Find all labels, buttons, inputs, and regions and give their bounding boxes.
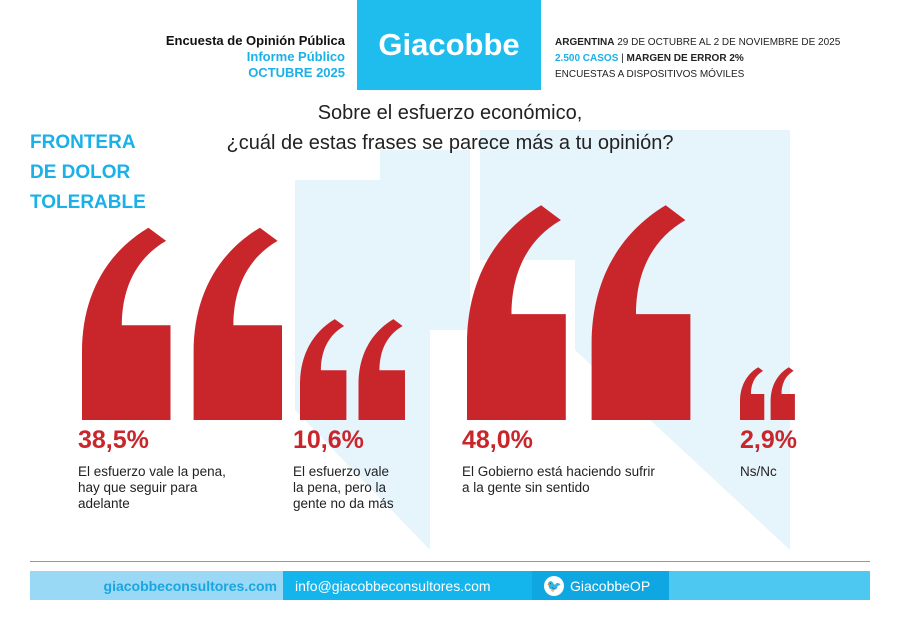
- category-label-line: a la gente sin sentido: [462, 480, 590, 495]
- quote-mark-1-1: [358, 319, 405, 420]
- category-label-line: Ns/Nc: [740, 464, 777, 479]
- category-label-line: El Gobierno está haciendo sufrir: [462, 464, 655, 479]
- category-label: El esfuerzo vale la pena, hay que seguir …: [78, 464, 226, 512]
- side-title-line: FRONTERA: [30, 132, 136, 153]
- quote-mark-2-0: [467, 205, 566, 420]
- side-title-line: DE DOLOR: [30, 162, 131, 183]
- value-label: 38,5%: [78, 426, 149, 454]
- category-label: Ns/Nc: [740, 464, 777, 480]
- survey-metadata: ARGENTINA 29 DE OCTUBRE AL 2 DE NOVIEMBR…: [555, 35, 840, 83]
- report-period: OCTUBRE 2025: [248, 65, 345, 80]
- category-label: El Gobierno está haciendo sufrir a la gen…: [462, 464, 655, 496]
- value-label: 2,9%: [740, 426, 797, 454]
- category-label-line: la pena, pero la: [293, 480, 387, 495]
- category-label-line: El esfuerzo vale: [293, 464, 390, 479]
- separator: |: [621, 53, 624, 64]
- category-label-line: El esfuerzo vale la pena,: [78, 464, 226, 479]
- country: ARGENTINA: [555, 37, 615, 48]
- dates: 29 DE OCTUBRE AL 2 DE NOVIEMBRE DE 2025: [617, 37, 841, 48]
- quote-mark-3-1: [770, 367, 795, 420]
- website-link[interactable]: giacobbeconsultores.com: [30, 571, 283, 600]
- twitter-handle: GiacobbeOP: [570, 577, 651, 594]
- quote-mark-3-0: [740, 367, 765, 420]
- quote-mark-1-0: [300, 319, 347, 420]
- giacobbe-logo: Giacobbe: [357, 0, 541, 90]
- header-left: Encuesta de Opinión Pública Informe Públ…: [166, 33, 345, 81]
- category-label-line: gente no da más: [293, 496, 394, 511]
- chart-title-line-1: Sobre el esfuerzo económico,: [317, 102, 583, 124]
- quote-mark-0-1: [193, 227, 282, 420]
- quote-mark-2-1: [591, 205, 691, 420]
- survey-title: Encuesta de Opinión Pública: [165, 33, 345, 48]
- value-label: 48,0%: [462, 426, 533, 454]
- quote-mark-0-0: [82, 227, 171, 420]
- category-label-line: hay que seguir para: [78, 480, 198, 495]
- twitter-link[interactable]: 🐦 GiacobbeOP: [532, 571, 669, 600]
- value-label: 10,6%: [293, 426, 364, 454]
- email-link[interactable]: info@giacobbeconsultores.com: [283, 571, 532, 600]
- cases: 2.500 CASOS: [555, 53, 619, 64]
- footer-divider: [30, 561, 870, 562]
- category-label-line: adelante: [78, 496, 130, 511]
- report-type: Informe Público: [246, 49, 345, 64]
- side-title-line: TOLERABLE: [30, 192, 146, 213]
- side-title: FRONTERA DE DOLOR TOLERABLE: [30, 128, 146, 218]
- method: ENCUESTAS A DISPOSITIVOS MÓVILES: [555, 69, 745, 80]
- twitter-bird-icon: 🐦: [544, 575, 564, 596]
- footer-bar: giacobbeconsultores.com info@giacobbecon…: [30, 571, 870, 600]
- margin: MARGEN DE ERROR 2%: [626, 53, 744, 64]
- chart-title-line-2: ¿cuál de estas frases se parece más a tu…: [226, 132, 674, 154]
- category-label: El esfuerzo vale la pena, pero la gente no…: [293, 464, 394, 512]
